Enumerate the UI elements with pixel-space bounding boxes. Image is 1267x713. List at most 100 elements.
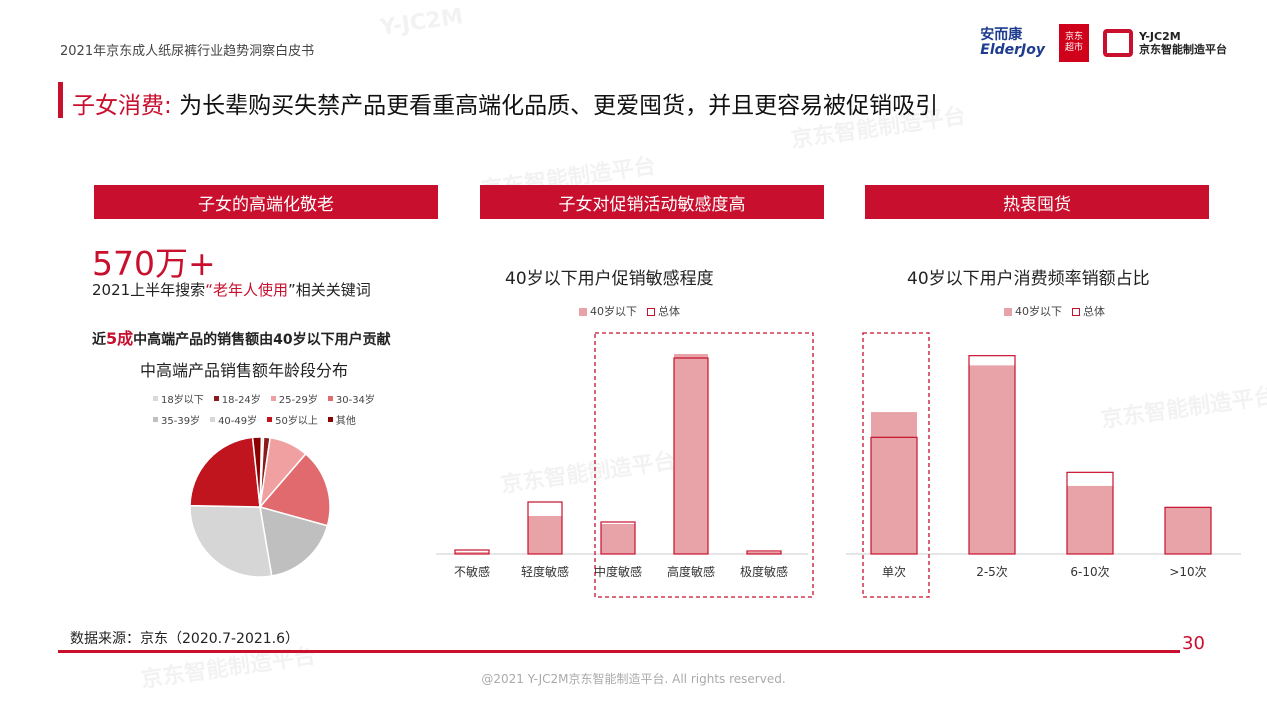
legend-label-under40: 40岁以下 bbox=[590, 305, 637, 318]
copyright: @2021 Y-JC2M京东智能制造平台. All rights reserve… bbox=[481, 672, 786, 686]
keyword-line: 2021上半年搜索“老年人使用”相关关键词 bbox=[92, 279, 371, 300]
x-tick-label: 中度敏感 bbox=[594, 564, 642, 579]
x-tick-label: 单次 bbox=[882, 565, 906, 579]
highlight-box bbox=[594, 332, 814, 598]
highlight-box bbox=[862, 332, 930, 598]
anerkang-logo-en: ElderJoy bbox=[980, 42, 1045, 58]
legend-item-overall: 总体 bbox=[647, 303, 680, 319]
pie-legend-swatch bbox=[153, 417, 158, 422]
pie-slice bbox=[189, 436, 261, 508]
legend-item-under40: 40岁以下 bbox=[1004, 303, 1062, 319]
frequency-chart-title: 40岁以下用户消费频率销额占比 bbox=[907, 269, 1150, 289]
section-head-premium: 子女的高端化敬老 bbox=[94, 185, 438, 219]
pie-legend-swatch bbox=[327, 396, 333, 401]
legend-swatch-overall bbox=[647, 308, 655, 316]
pie-chart-title: 中高端产品销售额年龄段分布 bbox=[140, 361, 349, 380]
pie-legend-label: 50岁以上 bbox=[275, 416, 318, 427]
yjc2m-logo: Y-JC2M 京东智能制造平台 bbox=[1103, 29, 1227, 57]
promo-bar-chart: 不敏感 轻度敏感 中度敏感 高度敏感 极度敏感 bbox=[436, 332, 814, 598]
pie-legend-swatch bbox=[327, 417, 333, 422]
bar-overall bbox=[454, 549, 490, 555]
bar-overall bbox=[673, 357, 709, 555]
x-tick-label: 不敏感 bbox=[454, 564, 490, 579]
headline-accent-bar bbox=[58, 82, 63, 118]
bar-under40 bbox=[1165, 507, 1211, 554]
bar-overall bbox=[527, 501, 563, 555]
jd-logo-line1: 京东 bbox=[1064, 32, 1083, 42]
bar-under40 bbox=[601, 524, 635, 554]
promo-chart-legend: 40岁以下 总体 bbox=[579, 303, 680, 319]
pie-slice bbox=[258, 452, 331, 527]
contrib-post: 中高端产品的销售额由40岁以下用户贡献 bbox=[133, 332, 391, 348]
legend-swatch-under40 bbox=[1004, 308, 1012, 316]
pie-legend-item: 25-29岁 bbox=[270, 391, 318, 406]
page-number: 30 bbox=[1182, 633, 1205, 654]
bar-under40 bbox=[1067, 485, 1113, 554]
pie-legend-label: 18岁以下 bbox=[161, 395, 204, 406]
legend-item-under40: 40岁以下 bbox=[579, 303, 637, 319]
legend-label-overall: 总体 bbox=[658, 305, 680, 318]
pie-legend-swatch bbox=[210, 417, 216, 422]
pie-legend-item: 30-34岁 bbox=[327, 391, 375, 406]
pie-legend-label: 18-24岁 bbox=[221, 395, 261, 406]
keyword-post: ”相关关键词 bbox=[287, 281, 371, 299]
section-head-promotion: 子女对促销活动敏感度高 bbox=[480, 185, 824, 219]
report-title: 2021年京东成人纸尿裤行业趋势洞察白皮书 bbox=[60, 44, 315, 59]
watermark: Y-JC2M bbox=[378, 4, 465, 41]
pie-legend-item: 18-24岁 bbox=[213, 391, 261, 406]
section-head-stockpiling: 热衷囤货 bbox=[865, 185, 1209, 219]
pie-legend-swatch bbox=[213, 396, 219, 401]
legend-swatch-overall bbox=[1072, 308, 1080, 316]
jd-supermarket-logo: 京东 超市 bbox=[1059, 24, 1089, 62]
pie-legend-label: 40-49岁 bbox=[218, 416, 258, 427]
bar-overall bbox=[746, 550, 782, 555]
pie-legend-row: 18岁以下 18-24岁 25-29岁 30-34岁 bbox=[153, 391, 375, 406]
pie-legend-item: 40-49岁 bbox=[210, 412, 257, 427]
bar-overall bbox=[968, 355, 1016, 555]
pie-legend-label: 其他 bbox=[335, 416, 356, 427]
bar-under40 bbox=[747, 552, 781, 554]
x-tick-label: 6-10次 bbox=[1070, 565, 1109, 579]
contribution-line: 近5成中高端产品的销售额由40岁以下用户贡献 bbox=[92, 325, 391, 349]
anerkang-logo-cn: 安而康 bbox=[980, 27, 1023, 43]
headline-text: 为长辈购买失禁产品更看重高端化品质、更爱囤货，并且更容易被促销吸引 bbox=[179, 93, 939, 119]
legend-label-overall: 总体 bbox=[1083, 305, 1105, 318]
pie-slice bbox=[251, 436, 263, 508]
pie-legend-item: 其他 bbox=[327, 412, 356, 427]
headline-prefix: 子女消费: bbox=[72, 93, 172, 119]
pie-legend-swatch bbox=[270, 396, 276, 401]
anerkang-logo: 安而康 ElderJoy bbox=[980, 28, 1045, 58]
frequency-bar-chart: 单次 2-5次 6-10次 >10次 bbox=[846, 332, 1241, 598]
pie-legend-label: 35-39岁 bbox=[161, 416, 201, 427]
contrib-highlight: 5成 bbox=[106, 329, 134, 348]
jd-logo-line2: 超市 bbox=[1064, 43, 1083, 53]
keyword-pre: 2021上半年搜索 bbox=[92, 281, 206, 299]
data-source: 数据来源：京东（2020.7-2021.6） bbox=[70, 631, 300, 647]
yjc2m-mark-icon bbox=[1103, 29, 1133, 57]
headline: 子女消费: 为长辈购买失禁产品更看重高端化品质、更爱囤货，并且更容易被促销吸引 bbox=[72, 86, 938, 120]
bar-overall bbox=[1164, 506, 1212, 555]
pie-legend-swatch bbox=[267, 417, 273, 422]
bar-overall bbox=[870, 436, 918, 555]
bar-overall bbox=[600, 521, 636, 555]
pie-legend-label: 30-34岁 bbox=[335, 395, 375, 406]
pie-legend-swatch bbox=[153, 396, 158, 401]
pie-legend-label: 25-29岁 bbox=[278, 395, 318, 406]
frequency-chart-legend: 40岁以下 总体 bbox=[1004, 303, 1105, 319]
logo-group: 安而康 ElderJoy 京东 超市 Y-JC2M 京东智能制造平台 bbox=[980, 24, 1227, 62]
promo-chart-title: 40岁以下用户促销敏感程度 bbox=[505, 269, 714, 289]
bar-under40 bbox=[871, 412, 917, 554]
pie-legend-item: 18岁以下 bbox=[153, 391, 204, 406]
contrib-pre: 近 bbox=[92, 332, 106, 348]
pie-legend-row: 35-39岁 40-49岁 50岁以上 其他 bbox=[153, 412, 375, 427]
footer-divider bbox=[58, 650, 1180, 653]
bar-under40 bbox=[969, 365, 1015, 554]
yjc2m-logo-en: Y-JC2M bbox=[1139, 30, 1181, 43]
keyword-highlight: “老年人使用 bbox=[205, 281, 288, 299]
pie-chart bbox=[189, 436, 331, 578]
big-number: 570万+ bbox=[92, 244, 216, 283]
x-tick-label: 高度敏感 bbox=[667, 564, 715, 579]
legend-swatch-under40 bbox=[579, 308, 587, 316]
legend-item-overall: 总体 bbox=[1072, 303, 1105, 319]
pie-slice bbox=[259, 505, 329, 577]
